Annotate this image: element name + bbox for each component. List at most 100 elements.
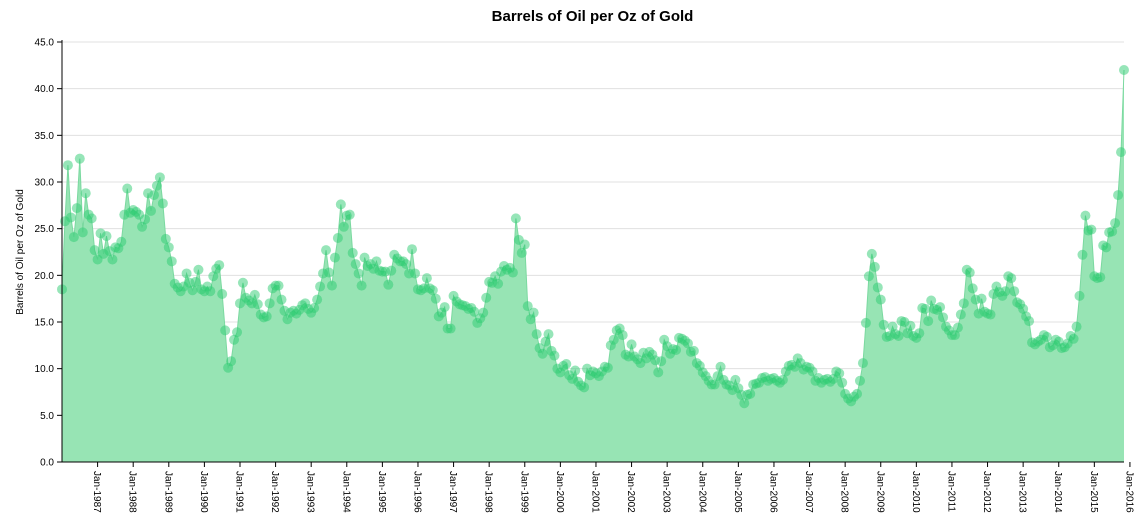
data-point[interactable] <box>116 236 127 247</box>
data-point[interactable] <box>777 374 788 385</box>
data-point[interactable] <box>834 368 845 379</box>
data-point[interactable] <box>878 319 889 330</box>
data-point[interactable] <box>964 267 975 278</box>
data-point[interactable] <box>205 286 216 297</box>
data-point[interactable] <box>148 190 159 201</box>
data-point[interactable] <box>107 254 118 265</box>
data-point[interactable] <box>166 256 177 267</box>
data-point[interactable] <box>469 306 480 317</box>
data-point[interactable] <box>656 356 667 367</box>
data-point[interactable] <box>682 338 693 349</box>
data-point[interactable] <box>653 367 664 378</box>
data-point[interactable] <box>852 388 863 399</box>
data-point[interactable] <box>344 209 355 220</box>
data-point[interactable] <box>626 339 637 350</box>
data-point[interactable] <box>86 213 97 224</box>
data-point[interactable] <box>77 227 88 238</box>
data-point[interactable] <box>905 320 916 331</box>
data-point[interactable] <box>353 268 364 279</box>
data-point[interactable] <box>967 283 978 294</box>
data-point[interactable] <box>329 252 340 263</box>
data-point[interactable] <box>160 233 171 244</box>
data-point[interactable] <box>1009 286 1020 297</box>
data-point[interactable] <box>920 303 931 314</box>
data-point[interactable] <box>875 294 886 305</box>
data-point[interactable] <box>356 280 367 291</box>
data-point[interactable] <box>181 268 192 279</box>
data-point[interactable] <box>383 279 394 290</box>
data-point[interactable] <box>347 247 358 258</box>
data-point[interactable] <box>386 265 397 276</box>
data-point[interactable] <box>1110 218 1121 229</box>
data-point[interactable] <box>145 205 156 216</box>
data-point[interactable] <box>1071 321 1082 332</box>
data-point[interactable] <box>326 280 337 291</box>
data-point[interactable] <box>688 345 699 356</box>
data-point[interactable] <box>80 188 91 199</box>
data-point[interactable] <box>89 245 100 256</box>
data-point[interactable] <box>312 294 323 305</box>
data-point[interactable] <box>214 260 225 271</box>
data-point[interactable] <box>837 377 848 388</box>
data-point[interactable] <box>745 388 756 399</box>
data-point[interactable] <box>226 356 237 367</box>
data-point[interactable] <box>323 267 334 278</box>
data-point[interactable] <box>1000 286 1011 297</box>
data-point[interactable] <box>857 358 868 369</box>
data-point[interactable] <box>154 172 165 183</box>
data-point[interactable] <box>252 299 263 310</box>
data-point[interactable] <box>866 248 877 259</box>
data-point[interactable] <box>869 261 880 272</box>
data-point[interactable] <box>1068 333 1079 344</box>
data-point[interactable] <box>74 153 85 164</box>
data-point[interactable] <box>893 331 904 341</box>
data-point[interactable] <box>478 307 489 318</box>
data-point[interactable] <box>1077 249 1088 260</box>
data-point[interactable] <box>232 327 243 338</box>
data-point[interactable] <box>163 242 174 253</box>
data-point[interactable] <box>923 316 934 327</box>
data-point[interactable] <box>157 198 168 209</box>
data-point[interactable] <box>350 259 361 270</box>
data-point[interactable] <box>715 361 726 372</box>
data-point[interactable] <box>976 293 987 304</box>
data-point[interactable] <box>1113 190 1124 201</box>
data-point[interactable] <box>1101 242 1112 253</box>
data-point[interactable] <box>359 252 370 263</box>
data-point[interactable] <box>519 239 530 250</box>
data-point[interactable] <box>65 212 76 223</box>
data-point[interactable] <box>481 292 492 303</box>
data-point[interactable] <box>1041 331 1052 342</box>
data-point[interactable] <box>561 359 572 369</box>
data-point[interactable] <box>321 245 332 256</box>
data-point[interactable] <box>531 329 542 340</box>
data-point[interactable] <box>1074 290 1085 301</box>
data-point[interactable] <box>427 285 438 296</box>
data-point[interactable] <box>276 294 287 305</box>
data-point[interactable] <box>1107 226 1118 237</box>
data-point[interactable] <box>854 375 865 386</box>
data-point[interactable] <box>71 203 82 214</box>
data-point[interactable] <box>190 276 201 287</box>
data-point[interactable] <box>543 329 554 340</box>
data-point[interactable] <box>273 280 284 291</box>
data-point[interactable] <box>332 233 343 243</box>
data-point[interactable] <box>140 214 151 225</box>
data-point[interactable] <box>671 345 682 355</box>
data-point[interactable] <box>371 256 382 267</box>
data-point[interactable] <box>1095 272 1106 283</box>
data-point[interactable] <box>217 289 228 299</box>
data-point[interactable] <box>952 322 963 333</box>
data-point[interactable] <box>193 264 204 275</box>
data-point[interactable] <box>958 298 969 309</box>
data-point[interactable] <box>516 247 527 258</box>
data-point[interactable] <box>617 330 628 341</box>
data-point[interactable] <box>401 259 412 270</box>
data-point[interactable] <box>863 271 874 282</box>
data-point[interactable] <box>68 232 79 243</box>
data-point[interactable] <box>249 289 260 300</box>
data-point[interactable] <box>537 348 548 359</box>
data-point[interactable] <box>549 350 560 361</box>
data-point[interactable] <box>1080 210 1091 221</box>
data-point[interactable] <box>122 183 133 194</box>
